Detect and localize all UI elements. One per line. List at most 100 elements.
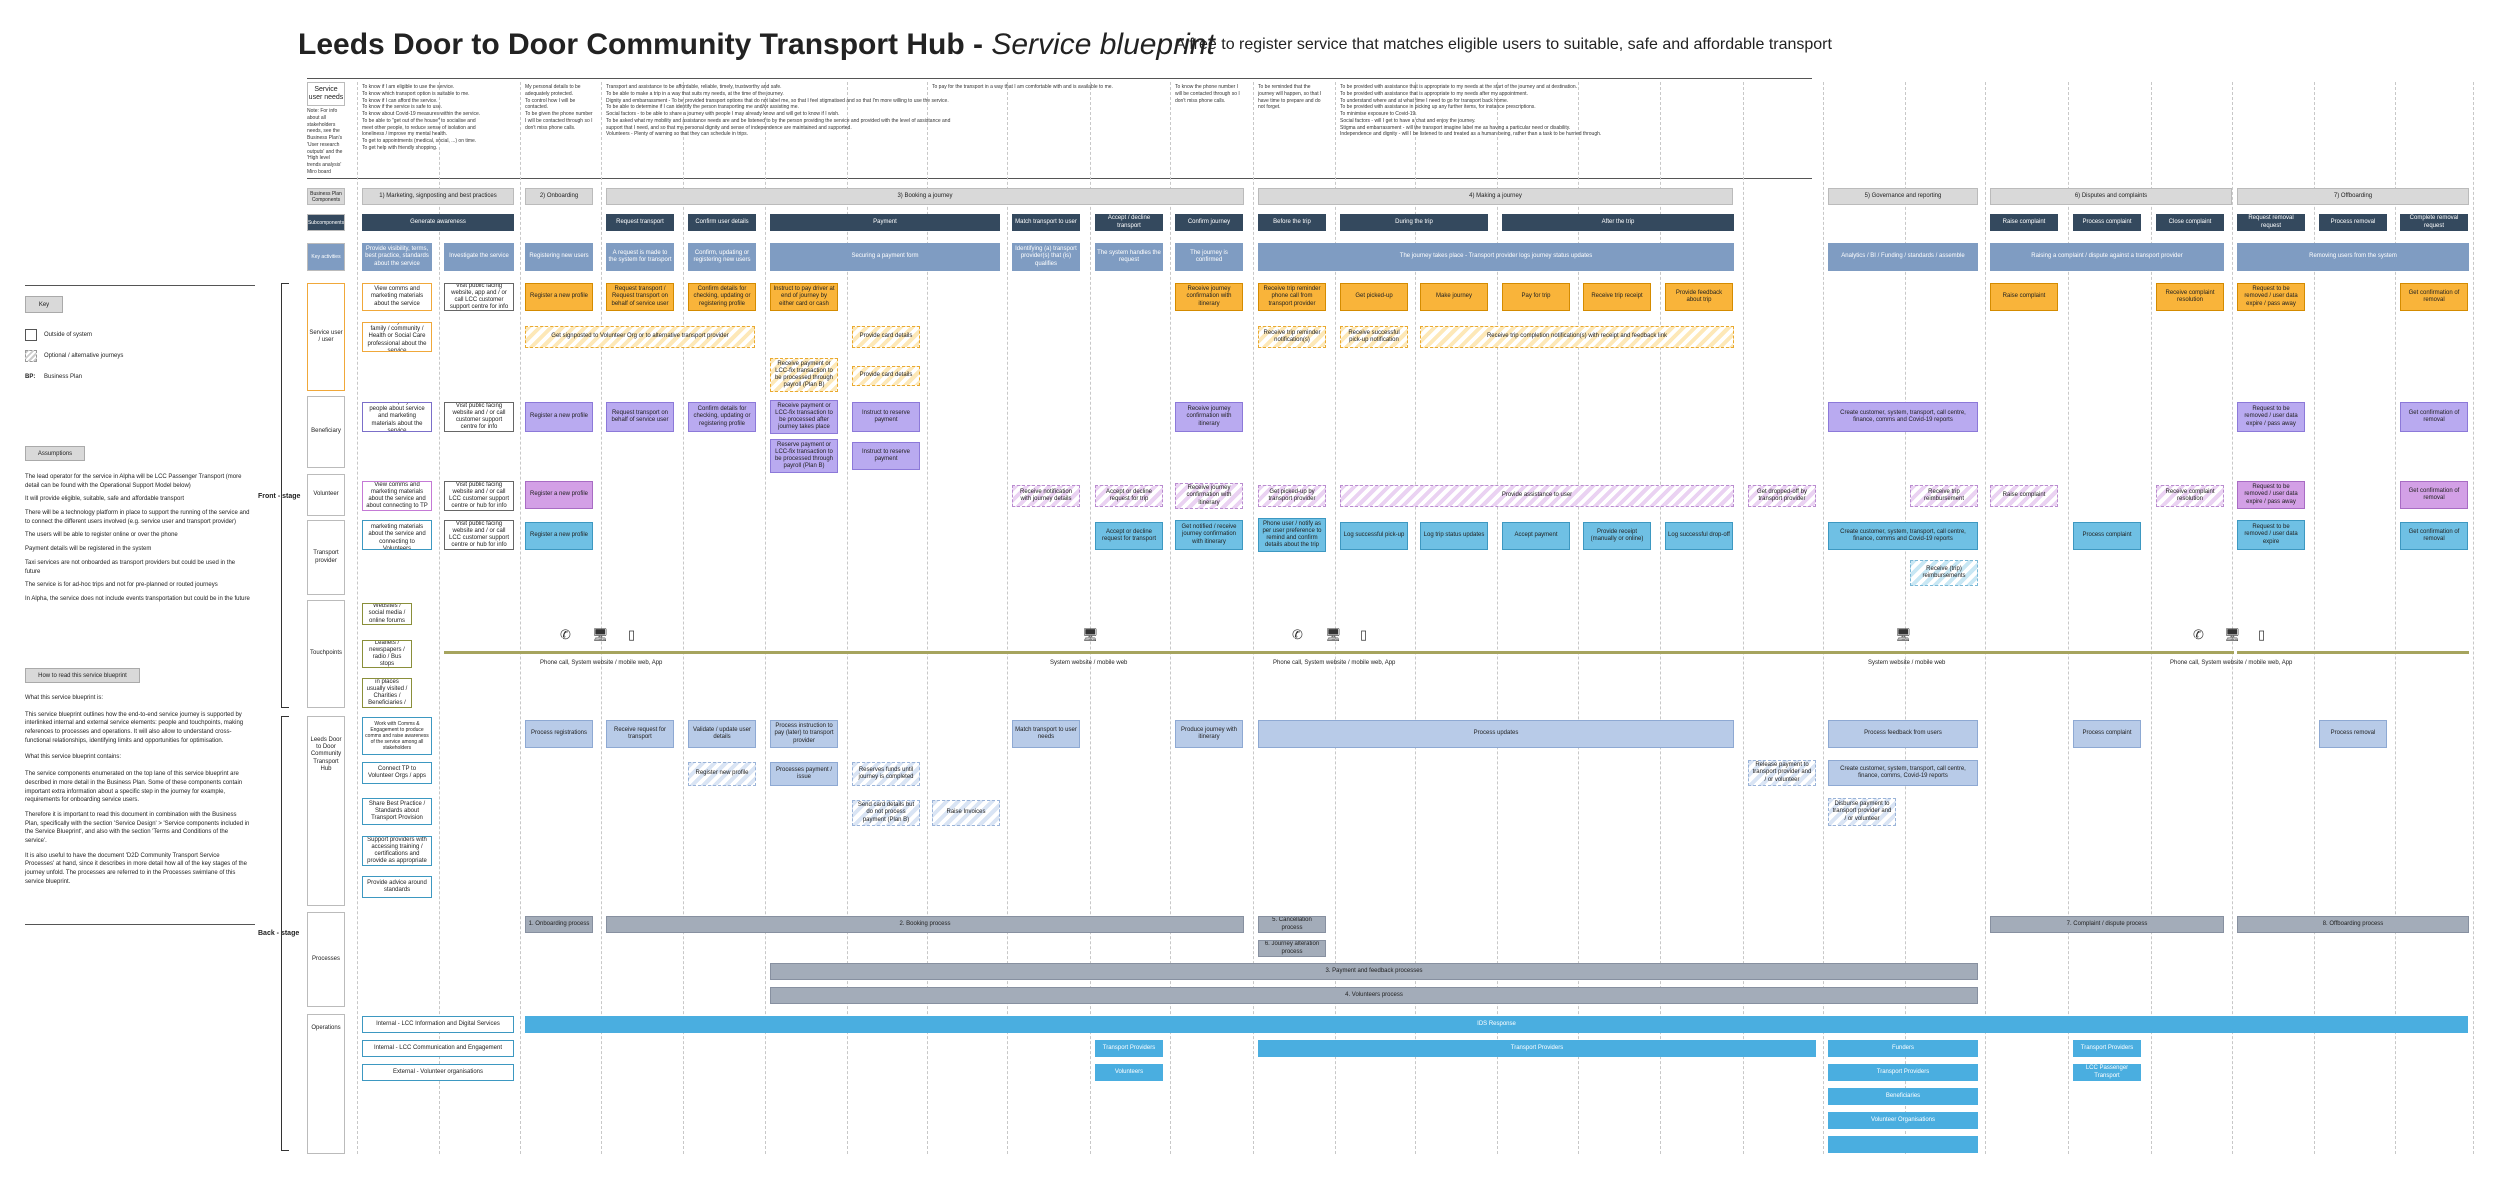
row-head-beneficiary: Beneficiary <box>307 396 345 468</box>
ben-journey-confirmation: Receive journey confirmation with itiner… <box>1175 402 1243 432</box>
assumptions-label: Assumptions <box>25 446 85 461</box>
tp-log-status: Log trip status updates <box>1420 522 1488 550</box>
key-system-handles: The system handles the request <box>1095 243 1163 271</box>
phase-journey: 4) Making a journey <box>1258 188 1733 205</box>
vol-raise-complaint: Raise complaint <box>1990 485 2058 507</box>
column-guide <box>765 82 766 1154</box>
tp-confirmation-removal: Get confirmation of removal <box>2400 522 2468 550</box>
key-raising-complaint: Raising a complaint / dispute against a … <box>1990 243 2224 271</box>
desktop-icon: 🖥 <box>1895 627 1912 642</box>
row-head-touchpoints: Touchpoints <box>307 600 345 708</box>
phase-governance: 5) Governance and reporting <box>1828 188 1978 205</box>
sub-request-transport: Request transport <box>606 214 674 231</box>
row-head-key: Key activities <box>307 243 345 271</box>
column-guide <box>439 82 440 1154</box>
mobile-icon: ▯ <box>2258 627 2266 642</box>
vol-get-dropped-off: Get dropped-off by transport provider <box>1748 485 1816 507</box>
channel-line <box>2237 651 2469 654</box>
proc-complaint: 7. Complaint / dispute process <box>1990 916 2224 933</box>
proc-offboarding: 8. Offboarding process <box>2237 916 2469 933</box>
channel-line <box>444 651 2234 654</box>
proc-volunteers: 4. Volunteers process <box>770 987 1978 1004</box>
tp-register-profile: Register a new profile <box>525 522 593 550</box>
key-request-made: A request is made to the system for tran… <box>606 243 674 271</box>
su-confirm-details: Confirm details for checking, updating o… <box>688 283 756 311</box>
key-item-optional: Optional / alternative journeys <box>44 353 124 359</box>
channel-label-4: System website / mobile web <box>1868 660 1946 666</box>
page-subtitle: A free to register service that matches … <box>1175 36 1832 53</box>
divider <box>25 285 255 286</box>
hub-raise-invoices: Raise Invoices <box>932 800 1000 826</box>
phone-icon: ✆ <box>2193 627 2204 642</box>
su-confirmation-removal: Get confirmation of removal <box>2400 283 2468 311</box>
phase-disputes: 6) Disputes and complaints <box>1990 188 2232 205</box>
desktop-icon: 🖥 <box>2224 627 2241 642</box>
su-register-profile: Register a new profile <box>525 283 593 311</box>
vol-journey-confirmation: Receive journey confirmation with itiner… <box>1175 483 1243 509</box>
assumptions-list: The lead operator for the service in Alp… <box>25 474 250 602</box>
ben-view-display: View / display / tell people about servi… <box>362 402 432 432</box>
channel-label-3: Phone call, System website / mobile web,… <box>1273 660 1396 666</box>
su-opt-pickup-notification: Receive successful pick-up notification <box>1340 326 1408 348</box>
back-stage-label: Back - stage <box>258 930 300 937</box>
su-provide-feedback: Provide feedback about trip <box>1665 283 1733 311</box>
column-guide <box>2232 82 2233 1154</box>
column-guide <box>2068 82 2069 1154</box>
tp-websites-social: Websites / social media / online forums <box>362 603 412 625</box>
sub-during-trip: During the trip <box>1340 214 1488 231</box>
sub-before-trip: Before the trip <box>1258 214 1326 231</box>
vol-receive-notification: Receive notification with journey detail… <box>1012 485 1080 507</box>
sub-process-complaint: Process complaint <box>2073 214 2141 231</box>
su-receive-confirmation: Receive journey confirmation with itiner… <box>1175 283 1243 311</box>
su-pay-for-trip: Pay for trip <box>1502 283 1570 311</box>
su-receive-receipt: Receive trip receipt <box>1583 283 1651 311</box>
column-guide <box>683 82 684 1154</box>
row-head-hub: Leeds Door to Door Community Transport H… <box>307 716 345 906</box>
vol-trip-reimbursement: Receive trip reimbursement <box>1910 485 1978 507</box>
tp-receive-reimbursements: Receive (trip) reimbursements <box>1910 560 1978 586</box>
column-guide <box>1253 82 1254 1154</box>
bp-abbr: BP: <box>25 374 36 380</box>
sub-complete-removal: Complete removal request <box>2400 214 2468 231</box>
column-guide <box>1578 82 1579 1154</box>
ben-instruct-reserve-2: Instruct to reserve payment <box>852 442 920 470</box>
channel-label-1: Phone call, System website / mobile web,… <box>540 660 663 666</box>
column-guide <box>2395 82 2396 1154</box>
key-journey-confirmed: The journey is confirmed <box>1175 243 1243 271</box>
su-complaint-resolution: Receive complaint resolution <box>2156 283 2224 311</box>
ops-beneficiaries: Beneficiaries <box>1828 1088 1978 1105</box>
phone-icon: ✆ <box>1292 627 1303 642</box>
key-analytics: Analytics / BI / Funding / standards / a… <box>1828 243 1978 271</box>
ben-register-profile: Register a new profile <box>525 402 593 432</box>
ops-ids-response: IDS Response <box>525 1016 2468 1033</box>
su-opt-card-details-2: Provide card details <box>852 366 920 386</box>
hub-validate-user: Validate / update user details <box>688 720 756 748</box>
row-head-volunteer: Volunteer <box>307 474 345 516</box>
sub-raise-complaint: Raise complaint <box>1990 214 2058 231</box>
proc-onboarding: 1. Onboarding process <box>525 916 593 933</box>
column-guide <box>2473 82 2474 1154</box>
sub-confirm-user-details: Confirm user details <box>688 214 756 231</box>
tp-provide-receipt: Provide receipt (manually or online) <box>1583 522 1651 550</box>
su-opt-told-by-friends: Get told by friends / family / community… <box>362 322 432 352</box>
column-guide <box>847 82 848 1154</box>
row-head-operations: Operations <box>307 1014 345 1154</box>
su-trip-reminder-call: Receive trip reminder phone call from tr… <box>1258 283 1326 311</box>
row-head-service-user: Service user / user <box>307 283 345 391</box>
needs-col-7: To be provided with assistance that is a… <box>1340 84 1602 138</box>
ops-transport-providers-4: Transport Providers <box>2073 1040 2141 1057</box>
ops-transport-providers-2: Transport Providers <box>1258 1040 1816 1057</box>
hub-advice-standards: Provide advice around standards <box>362 876 432 898</box>
desktop-icon: 🖥 <box>1325 627 1342 642</box>
key-provide-visibility: Provide visibility, terms, best practice… <box>362 243 432 271</box>
su-opt-signposted: Get signposted to Volunteer Org or to al… <box>525 326 755 348</box>
needs-col-1: To know if I am eligible to use the serv… <box>362 84 481 151</box>
column-guide <box>1497 82 1498 1154</box>
page-title: Leeds Door to Door Community Transport H… <box>298 28 1215 61</box>
outside-system-swatch <box>25 329 37 341</box>
ben-request-transport: Request transport on behalf of service u… <box>606 402 674 432</box>
divider <box>25 924 255 925</box>
hub-reserves-funds: Reserves funds until journey is complete… <box>852 762 920 786</box>
column-guide <box>357 82 358 1154</box>
column-guide <box>2314 82 2315 1154</box>
